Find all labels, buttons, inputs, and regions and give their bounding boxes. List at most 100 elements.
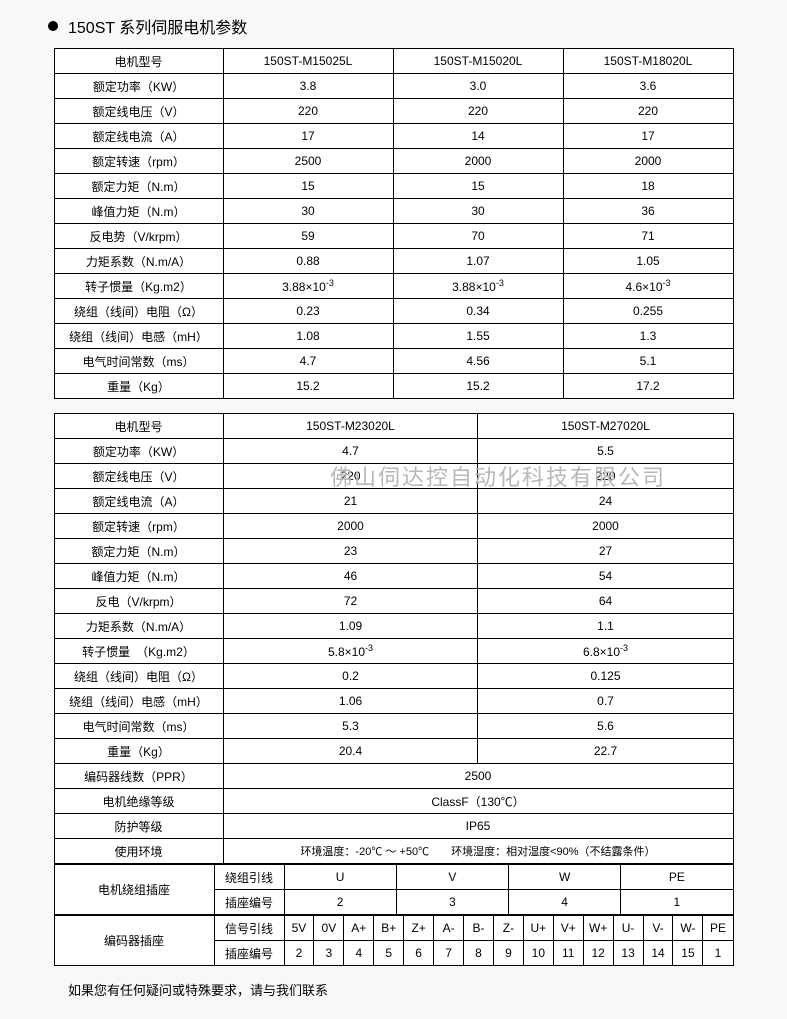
- param-label: 编码器线数（PPR）: [54, 764, 223, 789]
- param-label: 反电势（V/krpm）: [54, 224, 223, 249]
- param-value: 5.8×10-3: [223, 639, 478, 664]
- row-label: 插座编号: [214, 890, 284, 915]
- param-value: 0.23: [223, 299, 393, 324]
- param-value: 71: [563, 224, 733, 249]
- cell: 3: [396, 890, 508, 915]
- param-value: 5.6: [478, 714, 733, 739]
- param-label: 电气时间常数（ms）: [54, 349, 223, 374]
- param-label: 额定转速（rpm）: [54, 149, 223, 174]
- param-value: 220: [223, 99, 393, 124]
- param-value: 64: [478, 589, 733, 614]
- param-value: 15: [393, 174, 563, 199]
- param-label: 力矩系数（N.m/A）: [54, 614, 223, 639]
- cell: 11: [553, 941, 583, 966]
- param-label: 额定功率（KW）: [54, 439, 223, 464]
- cell: 8: [464, 941, 494, 966]
- cell: W+: [583, 916, 613, 941]
- param-value: 17: [223, 124, 393, 149]
- title-text: 150ST 系列伺服电机参数: [68, 14, 247, 38]
- param-value: 0.125: [478, 664, 733, 689]
- param-label: 转子惯量 （Kg.m2）: [54, 639, 223, 664]
- param-value: 环境温度：-20℃ ～ +50℃ 环境湿度：相对湿度<90%（不结露条件）: [223, 839, 733, 864]
- table-header: 150ST-M15020L: [393, 49, 563, 74]
- param-value: 1.1: [478, 614, 733, 639]
- param-value: 20.4: [223, 739, 478, 764]
- param-value: 4.6×10-3: [563, 274, 733, 299]
- param-value: 4.56: [393, 349, 563, 374]
- param-label: 峰值力矩（N.m）: [54, 564, 223, 589]
- param-value: 15.2: [393, 374, 563, 399]
- table-header: 电机型号: [54, 414, 223, 439]
- cell: PE: [703, 916, 733, 941]
- cell: U-: [613, 916, 643, 941]
- param-value: 15: [223, 174, 393, 199]
- param-value: 0.255: [563, 299, 733, 324]
- cell: A+: [344, 916, 374, 941]
- param-value: 5.1: [563, 349, 733, 374]
- cell: 5: [374, 941, 404, 966]
- param-value: 21: [223, 489, 478, 514]
- param-label: 绕组（线间）电阻（Ω）: [54, 299, 223, 324]
- param-label: 峰值力矩（N.m）: [54, 199, 223, 224]
- param-label: 电机绝缘等级: [54, 789, 223, 814]
- cell: 0V: [314, 916, 344, 941]
- cell: W: [509, 865, 621, 890]
- param-label: 额定转速（rpm）: [54, 514, 223, 539]
- param-value: 59: [223, 224, 393, 249]
- param-label: 额定线电流（A）: [54, 124, 223, 149]
- param-value: 220: [393, 99, 563, 124]
- param-value: 0.88: [223, 249, 393, 274]
- cell: 9: [493, 941, 523, 966]
- cell: 1: [621, 890, 733, 915]
- param-value: 5.5: [478, 439, 733, 464]
- param-value: 5.3: [223, 714, 478, 739]
- cell: 12: [583, 941, 613, 966]
- cell: 15: [673, 941, 703, 966]
- param-value: 18: [563, 174, 733, 199]
- cell: 2: [284, 890, 396, 915]
- param-label: 防护等级: [54, 814, 223, 839]
- param-label: 重量（Kg）: [54, 374, 223, 399]
- cell: 1: [703, 941, 733, 966]
- param-value: 2000: [563, 149, 733, 174]
- param-label: 反电（V/krpm）: [54, 589, 223, 614]
- param-value: 46: [223, 564, 478, 589]
- param-label: 电机绕组插座: [54, 865, 214, 915]
- param-label: 额定线电压（V）: [54, 99, 223, 124]
- param-value: 2500: [223, 149, 393, 174]
- table-header: 电机型号: [54, 49, 223, 74]
- param-value: 4.7: [223, 349, 393, 374]
- param-value: 70: [393, 224, 563, 249]
- param-value: 2500: [223, 764, 733, 789]
- cell: B-: [464, 916, 494, 941]
- param-label: 使用环境: [54, 839, 223, 864]
- param-value: 0.34: [393, 299, 563, 324]
- cell: 4: [344, 941, 374, 966]
- cell: 5V: [284, 916, 314, 941]
- spec-table-1: 电机型号 150ST-M15025L 150ST-M15020L 150ST-M…: [54, 48, 734, 399]
- param-label: 额定力矩（N.m）: [54, 174, 223, 199]
- cell: PE: [621, 865, 733, 890]
- param-value: 220: [563, 99, 733, 124]
- param-value: 3.6: [563, 74, 733, 99]
- cell: 3: [314, 941, 344, 966]
- page-title: 150ST 系列伺服电机参数: [48, 14, 769, 38]
- param-label: 电气时间常数（ms）: [54, 714, 223, 739]
- cell: W-: [673, 916, 703, 941]
- param-value: 220: [223, 464, 478, 489]
- cell: V: [396, 865, 508, 890]
- winding-socket-table: 电机绕组插座 绕组引线 U V W PE 插座编号 2 3 4 1: [54, 864, 734, 915]
- param-value: 2000: [393, 149, 563, 174]
- param-value: ClassF（130℃）: [223, 789, 733, 814]
- param-value: 4.7: [223, 439, 478, 464]
- param-value: 14: [393, 124, 563, 149]
- param-value: 1.06: [223, 689, 478, 714]
- cell: U: [284, 865, 396, 890]
- param-value: 23: [223, 539, 478, 564]
- table-header: 150ST-M18020L: [563, 49, 733, 74]
- param-value: 36: [563, 199, 733, 224]
- param-value: 6.8×10-3: [478, 639, 733, 664]
- cell: V+: [553, 916, 583, 941]
- cell: 14: [643, 941, 673, 966]
- param-label: 重量（Kg）: [54, 739, 223, 764]
